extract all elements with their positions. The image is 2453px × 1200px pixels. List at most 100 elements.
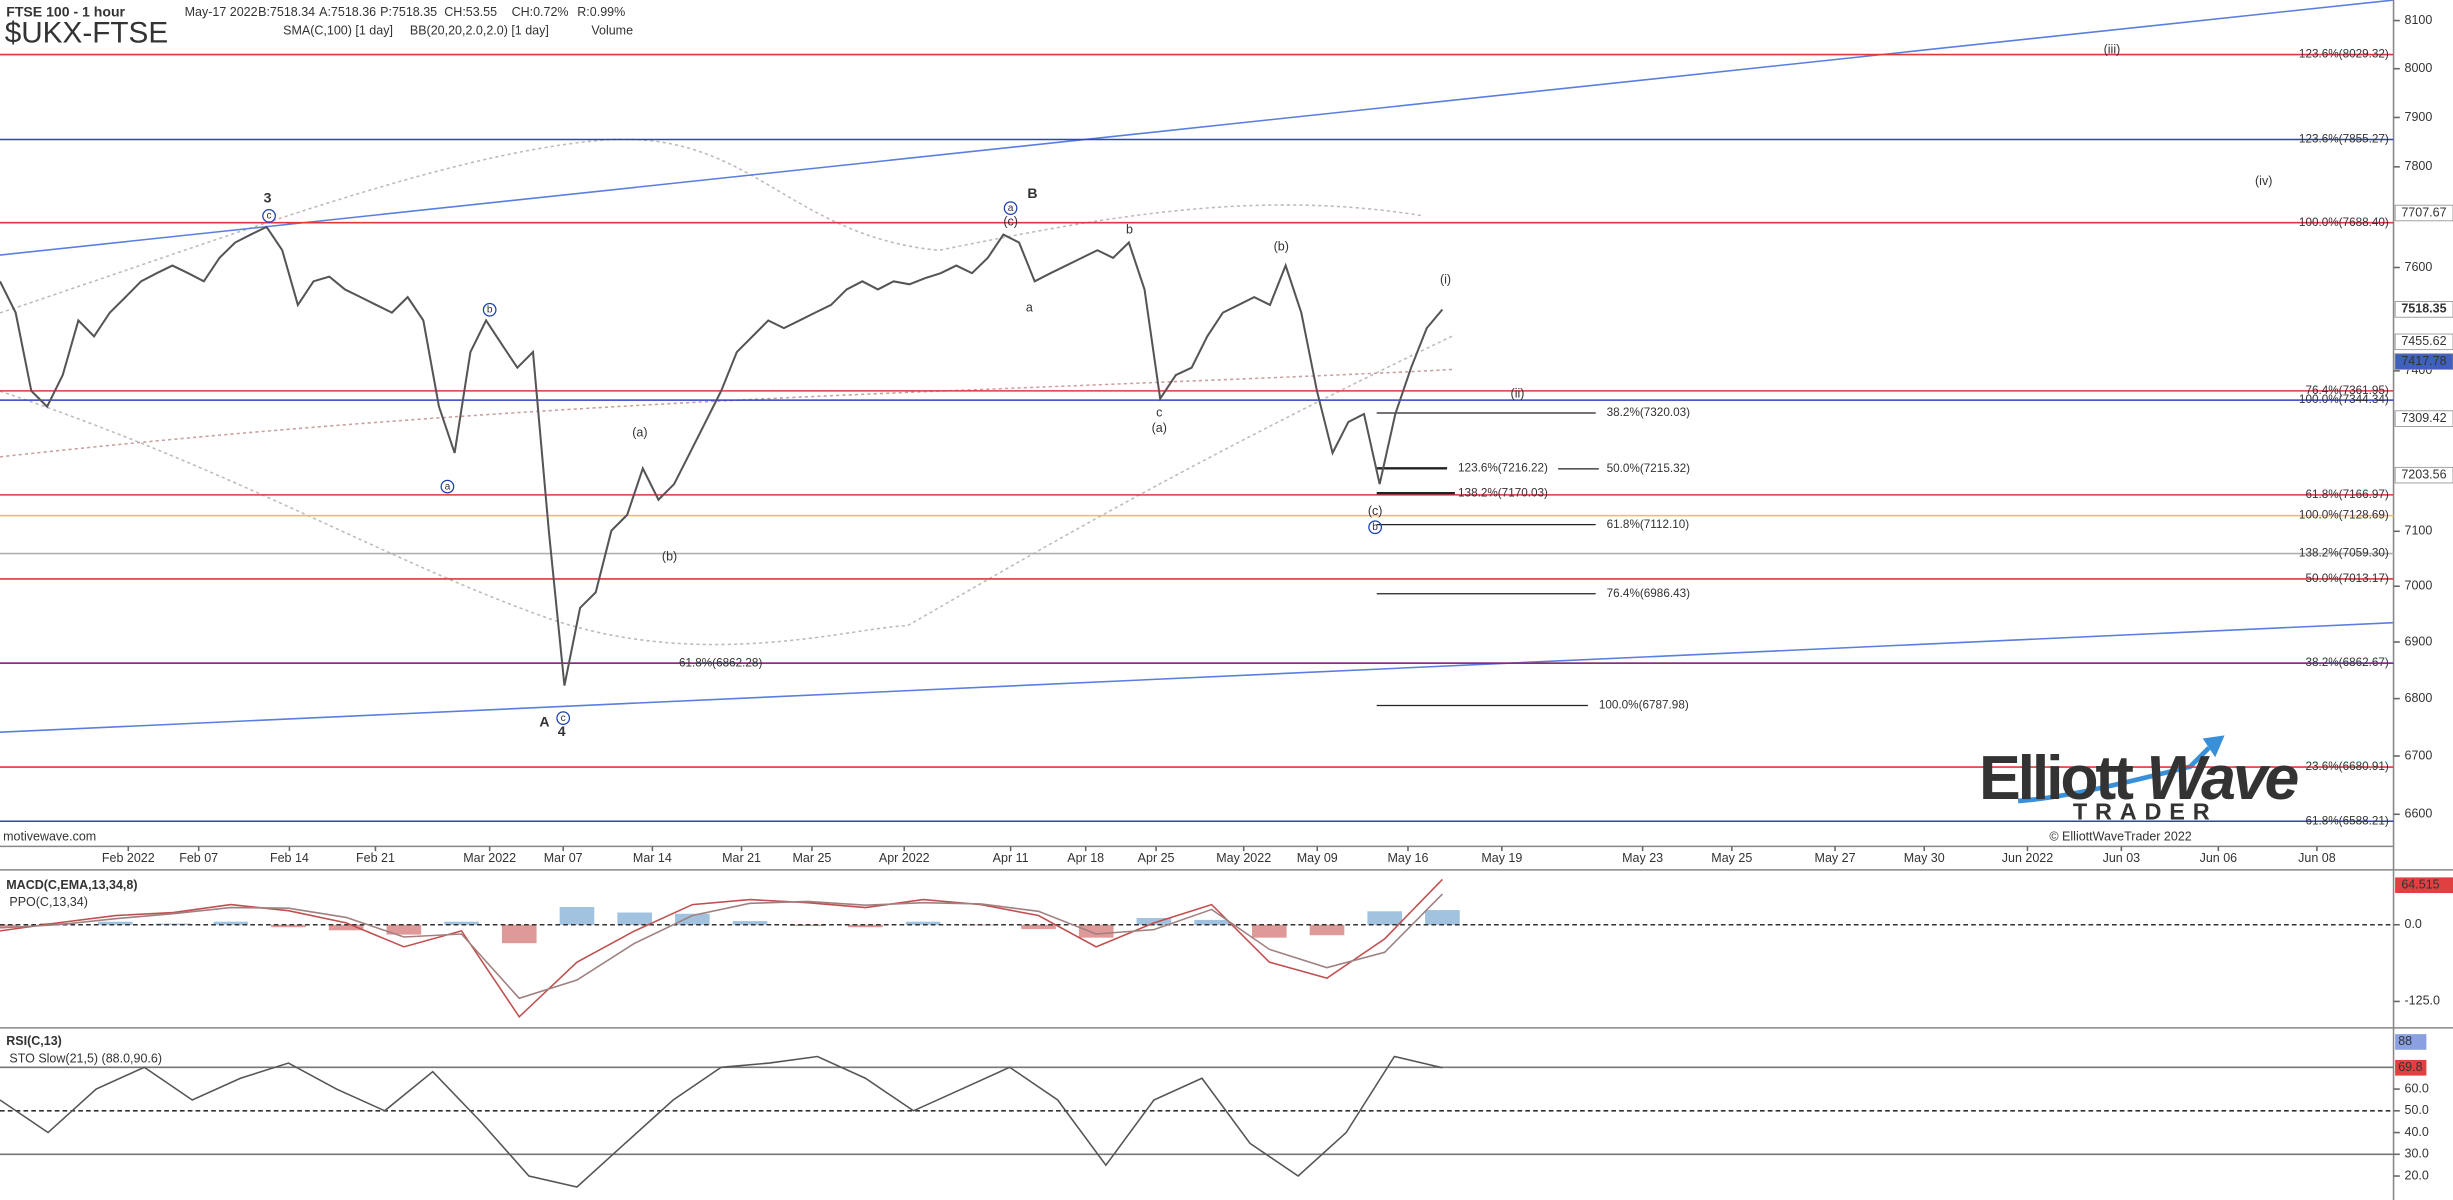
fib-level-label: 100.0%(7344.34): [2299, 393, 2389, 406]
price-box: [2394, 333, 2453, 351]
trend-line: [0, 621, 2394, 733]
pane-subtitle: PPO(C,13,34): [9, 895, 88, 909]
wave-label: (iii): [2104, 42, 2121, 56]
wave-label: (i): [1440, 272, 1451, 286]
wave-label: (c): [1368, 504, 1383, 518]
rsi-line: [0, 1055, 1443, 1188]
wave-label: a: [1008, 203, 1014, 214]
price-box: [2394, 204, 2453, 222]
projection-label: 50.0%(7215.32): [1607, 462, 1690, 475]
y-tick-label: 20.0: [2405, 1168, 2429, 1182]
price-line: [0, 225, 1444, 686]
x-tick-label: May 19: [1481, 851, 1522, 865]
macd-histogram-bar: [213, 921, 249, 925]
x-tick-label: May 16: [1387, 851, 1428, 865]
indicator-label: SMA(C,100) [1 day]: [283, 24, 393, 38]
x-tick-label: May 23: [1622, 851, 1663, 865]
wave-label: c: [561, 713, 566, 724]
wave-label: a: [445, 481, 451, 492]
fib-level-label: 123.6%(7855.27): [2299, 133, 2389, 146]
quote: A:7518.36: [319, 5, 376, 19]
y-tick-label: 6800: [2405, 691, 2433, 705]
price-box-label: 7309.42: [2401, 411, 2446, 425]
wave-label: (a): [632, 426, 647, 440]
x-tick-label: Mar 07: [544, 851, 583, 865]
wave-label: (b): [662, 549, 677, 563]
bb-upper: [0, 138, 1424, 314]
wave-label-circle: [440, 479, 455, 494]
x-tick-label: Apr 11: [993, 851, 1029, 865]
macd-histogram-bar: [0, 924, 18, 928]
macd-histogram-bar: [732, 921, 768, 925]
x-tick-label: Mar 14: [633, 851, 672, 865]
wave-label: c: [267, 211, 272, 222]
projection-label: 100.0%(6787.98): [1599, 699, 1689, 712]
logo-arrow: [2202, 735, 2225, 758]
price-box: [2394, 353, 2453, 370]
price-box: [2394, 410, 2453, 427]
price-box-label: 7417.78: [2401, 354, 2446, 368]
macd-histogram-bar: [1078, 924, 1114, 938]
value-box-label: 69.8: [2398, 1060, 2422, 1074]
y-tick-label: 6900: [2405, 634, 2433, 648]
price-box-label: 7455.62: [2401, 334, 2446, 348]
value-box: [2395, 877, 2453, 894]
y-tick-label: 30.0: [2405, 1147, 2429, 1161]
macd-histogram-bar: [1367, 911, 1403, 925]
symbol: $UKX-FTSE: [5, 16, 168, 49]
price-box: [2394, 466, 2453, 484]
logo-text: TRADER: [2073, 799, 2218, 825]
fib-level-label: 50.0%(7013.17): [2305, 572, 2388, 585]
y-tick-label: 60.0: [2405, 1081, 2429, 1095]
sma-overlay: [0, 368, 1455, 458]
x-tick-label: Jun 08: [2298, 851, 2336, 865]
projection-label: 138.2%(7170.03): [1458, 486, 1548, 499]
x-tick-label: Jun 06: [2200, 851, 2238, 865]
quote: P:7518.35: [380, 5, 437, 19]
y-tick-label: 7100: [2405, 524, 2433, 538]
macd-histogram-bar: [40, 922, 76, 925]
macd-histogram-bar: [905, 921, 941, 925]
wave-label-circle: [1003, 201, 1018, 215]
watermark: motivewave.com: [3, 829, 96, 843]
bb-lower: [0, 334, 1456, 646]
chart-title: FTSE 100 - 1 hour: [6, 3, 125, 19]
y-tick-label: 8000: [2405, 61, 2433, 75]
macd-histogram-bar: [1194, 919, 1229, 925]
wave-label: B: [1027, 185, 1037, 201]
x-tick-label: May 27: [1815, 851, 1856, 865]
y-tick-label: 7900: [2405, 110, 2433, 124]
fib-level-label: 123.6%(8029.32): [2299, 48, 2389, 61]
y-tick-label: -125.0: [2405, 994, 2440, 1008]
projection-label: 123.6%(7216.22): [1458, 461, 1548, 474]
macd-histogram-bar: [98, 921, 133, 925]
x-tick-label: Apr 18: [1067, 851, 1104, 865]
y-tick-label: 6700: [2405, 748, 2433, 762]
x-tick-label: Mar 21: [722, 851, 761, 865]
macd-histogram-bar: [386, 924, 422, 935]
macd-histogram-bar: [1136, 918, 1172, 925]
price-box-label: 7518.35: [2401, 302, 2446, 316]
pane-title: RSI(C,13): [6, 1034, 62, 1048]
value-box-label: 88: [2398, 1034, 2412, 1048]
wave-label: 3: [264, 189, 272, 205]
quote: CH:53.55: [444, 5, 497, 19]
macd-histogram-bar: [271, 924, 306, 928]
y-tick-label: 7800: [2405, 159, 2433, 173]
y-tick-label: 6600: [2405, 807, 2433, 821]
projection-label: 61.8%(6862.28): [679, 656, 762, 669]
copyright: © ElliottWaveTrader 2022: [2049, 829, 2191, 843]
price-box-label: 7203.56: [2401, 467, 2446, 481]
macd-histogram-bar: [617, 912, 652, 925]
x-tick-label: May 09: [1297, 851, 1338, 865]
x-tick-label: Apr 2022: [879, 851, 930, 865]
indicator-label: BB(20,20,2.0,2.0) [1 day]: [410, 24, 549, 38]
x-tick-label: May 2022: [1216, 851, 1271, 865]
macd-histogram-bar: [559, 906, 595, 925]
fib-level-label: 38.2%(6862.67): [2305, 656, 2388, 669]
pane-title: MACD(C,EMA,13,34,8): [6, 878, 137, 892]
fib-level-label: 138.2%(7059.30): [2299, 547, 2389, 560]
wave-label: b: [487, 304, 493, 315]
